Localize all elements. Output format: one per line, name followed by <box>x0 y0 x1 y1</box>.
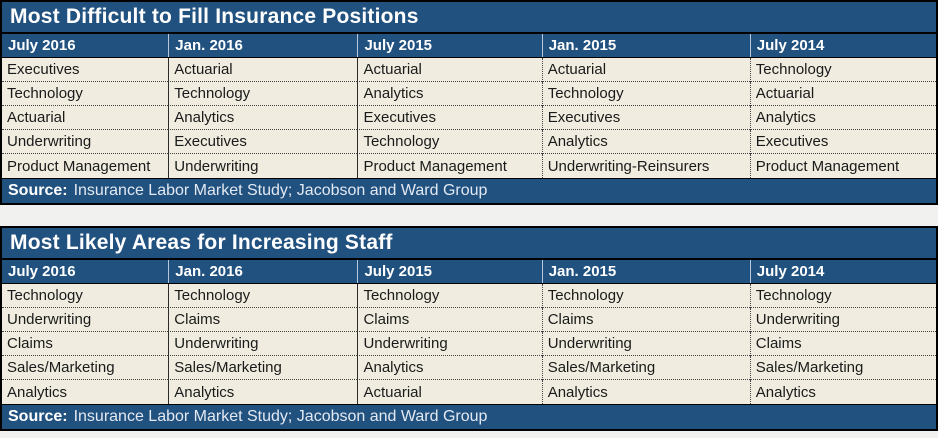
table-cell: Technology <box>2 284 169 308</box>
table-cell: Executives <box>541 106 750 130</box>
table-cell: Claims <box>749 332 936 356</box>
table-cell: Analytics <box>168 106 358 130</box>
table-title: Most Difficult to Fill Insurance Positio… <box>2 2 936 34</box>
table-cell: Analytics <box>541 380 750 404</box>
table-cell: Claims <box>2 332 169 356</box>
table-cell: Technology <box>357 284 542 308</box>
header-row: July 2016 Jan. 2016 July 2015 Jan. 2015 July… <box>2 34 936 58</box>
table-cell: Sales/Marketing <box>749 356 936 380</box>
table-cell: Underwriting <box>749 308 936 332</box>
source-text: Insurance Labor Market Study; Jacobson a… <box>73 182 488 199</box>
table-cell: Claims <box>541 308 750 332</box>
table-cell: Analytics <box>168 380 357 404</box>
header-row: July 2016 Jan. 2016 July 2015 Jan. 2015 July… <box>2 260 936 284</box>
table-row: Actuarial Analytics Executives Executives An… <box>2 106 936 130</box>
table-cell: Product Management <box>7 157 151 175</box>
table-cell: Claims <box>168 308 358 332</box>
column-header: Jan. 2016 <box>168 260 357 283</box>
table-row: Executives Actuarial Actuarial Actuarial Tec… <box>2 58 936 82</box>
column-header: July 2016 <box>8 263 76 280</box>
source-row: Source: Insurance Labor Market Study; Jac… <box>2 178 936 203</box>
table-row: Analytics Analytics Actuarial Analytics Anal… <box>2 380 936 404</box>
column-header: Jan. 2016 <box>168 34 357 57</box>
table-row: Underwriting Claims Claims Claims Underwriti… <box>2 308 936 332</box>
table-cell: Product Management <box>749 154 936 178</box>
column-header: Jan. 2015 <box>541 34 750 57</box>
table-cell: Technology <box>168 82 358 106</box>
table-row: Technology Technology Technology Technology… <box>2 284 936 308</box>
table-row: Claims Underwriting Underwriting Underwriti… <box>2 332 936 356</box>
table-cell: Underwriting <box>168 154 357 178</box>
column-header: July 2014 <box>749 260 936 283</box>
table-cell: Technology <box>168 284 358 308</box>
table-body: Technology Technology Technology Technology… <box>2 284 936 404</box>
table-cell: Executives <box>168 130 358 154</box>
table-cell: Technology <box>749 284 936 308</box>
table-row: Sales/Marketing Sales/Marketing Analytics S… <box>2 356 936 380</box>
table-increasing-staff: Most Likely Areas for Increasing Staff Ju… <box>0 226 938 431</box>
table-cell: Actuarial <box>541 58 750 82</box>
source-text: Insurance Labor Market Study; Jacobson a… <box>73 408 488 425</box>
table-cell: Executives <box>749 130 936 154</box>
column-header: Jan. 2015 <box>541 260 750 283</box>
column-header: July 2014 <box>749 34 936 57</box>
source-label: Source: <box>8 182 68 199</box>
table-cell: Claims <box>357 308 542 332</box>
table-cell: Underwriting-Reinsurers <box>541 154 750 178</box>
table-cell: Sales/Marketing <box>168 356 358 380</box>
table-body: Executives Actuarial Actuarial Actuarial Tec… <box>2 58 936 178</box>
table-cell: Actuarial <box>357 380 541 404</box>
table-cell: Actuarial <box>168 58 358 82</box>
table-cell: Analytics <box>749 380 936 404</box>
source-row: Source: Insurance Labor Market Study; Jac… <box>2 404 936 429</box>
table-most-difficult-positions: Most Difficult to Fill Insurance Positio… <box>0 0 938 205</box>
table-cell: Underwriting <box>2 130 169 154</box>
table-cell: Actuarial <box>357 58 542 82</box>
table-gap <box>0 205 938 226</box>
table-cell: Actuarial <box>749 82 936 106</box>
table-cell: Analytics <box>357 82 542 106</box>
table-cell: Technology <box>749 58 936 82</box>
table-cell: Sales/Marketing <box>541 356 750 380</box>
table-cell: Executives <box>2 58 169 82</box>
table-cell: Analytics <box>749 106 936 130</box>
table-cell: Analytics <box>541 130 750 154</box>
table-cell: Executives <box>357 106 542 130</box>
table-cell: Analytics <box>7 383 68 401</box>
table-row: Underwriting Executives Technology Analytic… <box>2 130 936 154</box>
table-cell: Technology <box>541 82 750 106</box>
table-cell: Product Management <box>357 154 541 178</box>
table-cell: Sales/Marketing <box>2 356 169 380</box>
column-header: July 2016 <box>8 37 76 54</box>
source-label: Source: <box>8 408 68 425</box>
column-header: July 2015 <box>357 34 541 57</box>
table-cell: Technology <box>357 130 542 154</box>
table-row: Product Management Underwriting Product Ma… <box>2 154 936 178</box>
table-cell: Underwriting <box>2 308 169 332</box>
table-cell: Technology <box>2 82 169 106</box>
table-cell: Technology <box>541 284 750 308</box>
table-cell: Underwriting <box>168 332 358 356</box>
table-cell: Actuarial <box>2 106 169 130</box>
table-row: Technology Technology Analytics Technology A… <box>2 82 936 106</box>
table-cell: Underwriting <box>541 332 750 356</box>
table-cell: Underwriting <box>357 332 542 356</box>
table-title: Most Likely Areas for Increasing Staff <box>2 228 936 260</box>
column-header: July 2015 <box>357 260 541 283</box>
table-cell: Analytics <box>357 356 542 380</box>
